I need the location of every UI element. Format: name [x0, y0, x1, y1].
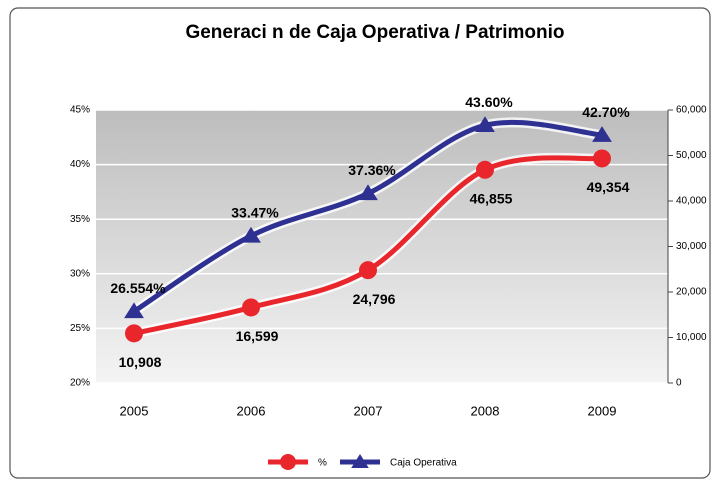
y2-tick-label: 10,000 [676, 332, 707, 343]
y-tick-label: 25% [70, 323, 90, 334]
data-label: 26.554% [110, 280, 166, 296]
y-tick-label: 30% [70, 268, 90, 279]
chart-title: Generaci n de Caja Operativa / Patrimoni… [185, 22, 564, 43]
x-tick-label: 2006 [237, 403, 266, 418]
point [476, 160, 494, 179]
y2-tick-label: 30,000 [676, 241, 707, 252]
data-label: 37.36% [348, 162, 396, 178]
data-label: 24,796 [353, 291, 396, 307]
point [359, 261, 377, 280]
point [124, 302, 144, 319]
point [241, 226, 261, 243]
y-tick-label: 45% [70, 105, 90, 116]
y-tick-label: 20% [70, 378, 90, 389]
y2-tick-label: 0 [676, 378, 682, 389]
data-label: 43.60% [465, 94, 513, 110]
point [351, 454, 369, 468]
y-tick-label: 40% [70, 159, 90, 170]
data-label: 33.47% [231, 205, 279, 221]
point [125, 324, 143, 343]
x-tick-label: 2008 [471, 403, 500, 418]
data-label: 46,855 [470, 191, 513, 207]
y2-tick-label: 20,000 [676, 287, 707, 298]
point [242, 298, 260, 317]
point [592, 126, 612, 142]
y-tick-label: 35% [70, 214, 90, 225]
point [593, 149, 611, 168]
x-tick-label: 2005 [120, 403, 149, 418]
y2-tick-label: 40,000 [676, 196, 707, 207]
legend-label: Caja Operativa [390, 458, 457, 469]
legend-label: % [318, 458, 327, 469]
x-tick-label: 2009 [588, 403, 617, 418]
data-label: 49,354 [587, 179, 630, 195]
data-label: 42.70% [582, 104, 630, 120]
x-tick-label: 2007 [354, 403, 383, 418]
data-label: 10,908 [119, 354, 162, 370]
point [358, 184, 378, 201]
point [475, 116, 495, 133]
point [280, 454, 296, 470]
y2-tick-label: 50,000 [676, 150, 707, 161]
y2-tick-label: 60,000 [676, 105, 707, 116]
plot-area [96, 110, 668, 383]
data-label: 16,599 [236, 328, 279, 344]
